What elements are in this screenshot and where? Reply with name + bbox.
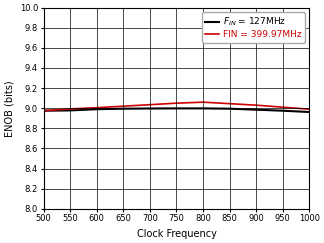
X-axis label: Clock Frequency: Clock Frequency [136, 229, 216, 239]
Y-axis label: ENOB (bits): ENOB (bits) [4, 80, 14, 137]
Legend: $F_{IN}$ = 127MHz, FIN = 399.97MHz: $F_{IN}$ = 127MHz, FIN = 399.97MHz [202, 12, 305, 43]
